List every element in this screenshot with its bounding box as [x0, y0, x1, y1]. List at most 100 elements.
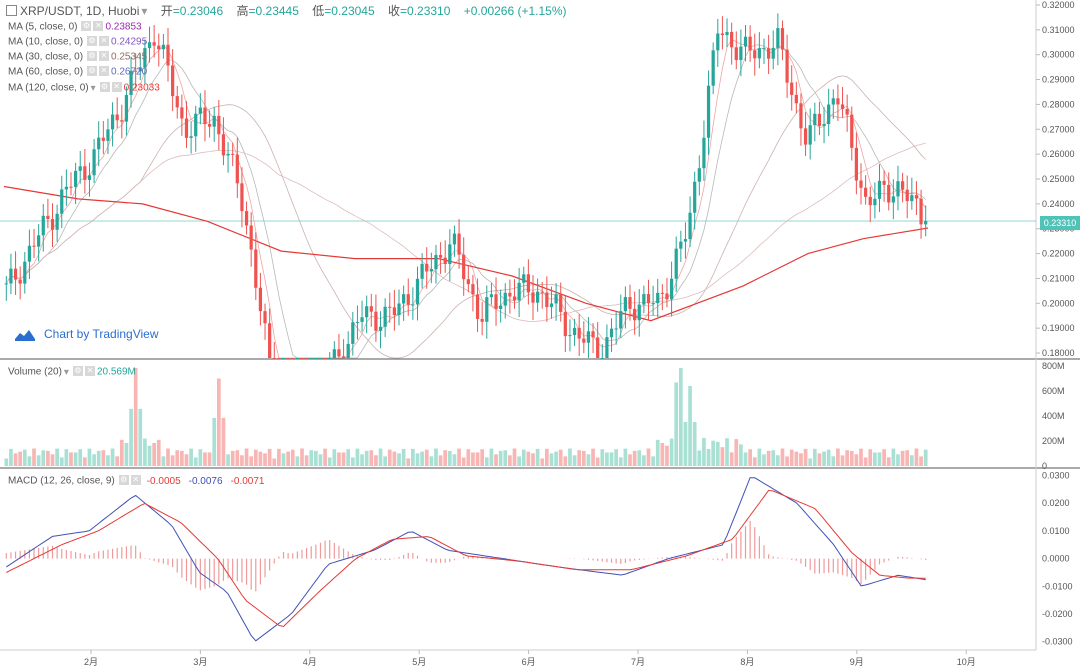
- close-icon[interactable]: ✕: [99, 66, 110, 77]
- ma-value: 0.23853: [105, 21, 142, 33]
- volume-bar: [531, 453, 535, 466]
- chevron-down-icon[interactable]: ▾: [141, 4, 148, 18]
- volume-bar: [443, 450, 448, 466]
- collapse-icon[interactable]: [6, 5, 17, 17]
- volume-bar: [161, 456, 166, 466]
- candle-body: [360, 317, 364, 322]
- volume-bar: [831, 456, 836, 466]
- volume-bar: [369, 450, 374, 466]
- candle-body: [240, 183, 244, 212]
- candle-body: [46, 215, 50, 220]
- volume-bar: [327, 457, 332, 466]
- candle-body: [346, 343, 350, 358]
- volume-bar: [193, 457, 198, 466]
- ma-legend-10[interactable]: MA (10, close, 0) ⚙ ✕ 0.24295: [8, 35, 147, 50]
- candle-body: [748, 36, 752, 51]
- volume-bar: [170, 455, 175, 466]
- candle-body: [129, 70, 133, 96]
- candle-body: [475, 294, 480, 319]
- candle-body: [919, 198, 923, 225]
- settings-icon[interactable]: ⚙: [99, 82, 110, 93]
- candle-body: [309, 358, 313, 359]
- volume-bar: [494, 454, 498, 466]
- volume-bar: [383, 456, 387, 466]
- settings-icon[interactable]: ⚙: [72, 366, 83, 377]
- close-icon[interactable]: ✕: [130, 475, 141, 486]
- candle-body: [69, 186, 73, 188]
- close-icon[interactable]: ✕: [84, 366, 95, 377]
- close-icon[interactable]: ✕: [99, 36, 110, 47]
- volume-bar: [22, 449, 27, 466]
- candle-body: [656, 292, 660, 304]
- chevron-down-icon[interactable]: ▾: [90, 82, 96, 94]
- candle-body: [83, 166, 87, 180]
- candle-body: [189, 136, 193, 138]
- candle-body: [480, 318, 484, 322]
- candle-body: [817, 113, 822, 126]
- candle-body: [217, 115, 221, 135]
- volume-bar: [198, 449, 203, 466]
- candle-body: [522, 274, 526, 283]
- volume-bar: [503, 450, 508, 466]
- volume-bar: [64, 449, 69, 466]
- tradingview-watermark[interactable]: Chart by TradingView: [14, 327, 159, 342]
- candle-body: [212, 115, 216, 127]
- settings-icon[interactable]: ⚙: [81, 21, 92, 32]
- volume-bar: [216, 378, 221, 466]
- chevron-down-icon[interactable]: ▾: [63, 366, 69, 378]
- candle-body: [258, 287, 263, 312]
- settings-icon[interactable]: ⚙: [118, 475, 129, 486]
- x-tick-label: 4月: [303, 657, 317, 667]
- volume-bar: [360, 454, 364, 466]
- candle-body: [443, 257, 447, 264]
- candle-body: [420, 263, 424, 279]
- settings-icon[interactable]: ⚙: [87, 51, 98, 62]
- candle-body: [734, 47, 738, 61]
- volume-legend[interactable]: Volume (20) ▾ ⚙ ✕ 20.569M: [8, 365, 136, 380]
- candle-body: [646, 294, 651, 304]
- candle-body: [383, 306, 387, 327]
- low-label: 低: [312, 4, 325, 18]
- candle-body: [813, 113, 817, 126]
- volume-bar: [817, 453, 822, 466]
- volume-bar: [244, 448, 249, 466]
- close-icon[interactable]: ✕: [99, 51, 110, 62]
- close-icon[interactable]: ✕: [93, 21, 104, 32]
- ma-legend-60[interactable]: MA (60, close, 0) ⚙ ✕ 0.26720: [8, 65, 147, 80]
- volume-bar: [249, 456, 254, 466]
- candle-body: [314, 358, 318, 359]
- candle-body: [910, 195, 914, 202]
- volume-bar: [411, 448, 415, 466]
- candle-body: [891, 196, 895, 203]
- settings-icon[interactable]: ⚙: [87, 66, 98, 77]
- ma-legend-120[interactable]: MA (120, close, 0) ▾ ⚙ ✕ 0.23033: [8, 81, 160, 96]
- macd-legend[interactable]: MACD (12, 26, close, 9) ⚙ ✕ -0.0005 -0.0076-…: [8, 474, 264, 489]
- close-icon[interactable]: ✕: [111, 82, 122, 93]
- candle-body: [702, 137, 706, 169]
- volume-bar: [83, 457, 87, 466]
- candle-body: [651, 303, 655, 305]
- volume-bar: [854, 454, 859, 466]
- candle-body: [914, 195, 919, 199]
- ma-label: MA (60, close, 0): [8, 66, 84, 78]
- ma-legend-5[interactable]: MA (5, close, 0) ⚙ ✕ 0.23853: [8, 20, 142, 35]
- candle-body: [827, 104, 831, 125]
- volume-bar: [156, 439, 161, 466]
- x-tick-label: 8月: [740, 657, 754, 667]
- volume-bar: [189, 448, 193, 466]
- volume-bar: [96, 450, 101, 466]
- volume-bar: [355, 448, 360, 466]
- candle-body: [332, 349, 336, 358]
- ma-legend-30[interactable]: MA (30, close, 0) ⚙ ✕ 0.25345: [8, 50, 147, 65]
- volume-bar: [36, 455, 41, 466]
- volume-bar: [812, 448, 817, 466]
- candle-body: [341, 356, 346, 358]
- settings-icon[interactable]: ⚙: [87, 36, 98, 47]
- volume-bar: [822, 451, 826, 466]
- candle-body: [822, 124, 826, 126]
- symbol-label[interactable]: XRP/USDT, 1D, Huobi: [20, 4, 140, 18]
- volume-bar: [41, 450, 46, 466]
- volume-bar: [886, 457, 891, 466]
- candle-body: [503, 292, 507, 306]
- volume-bar: [235, 450, 240, 466]
